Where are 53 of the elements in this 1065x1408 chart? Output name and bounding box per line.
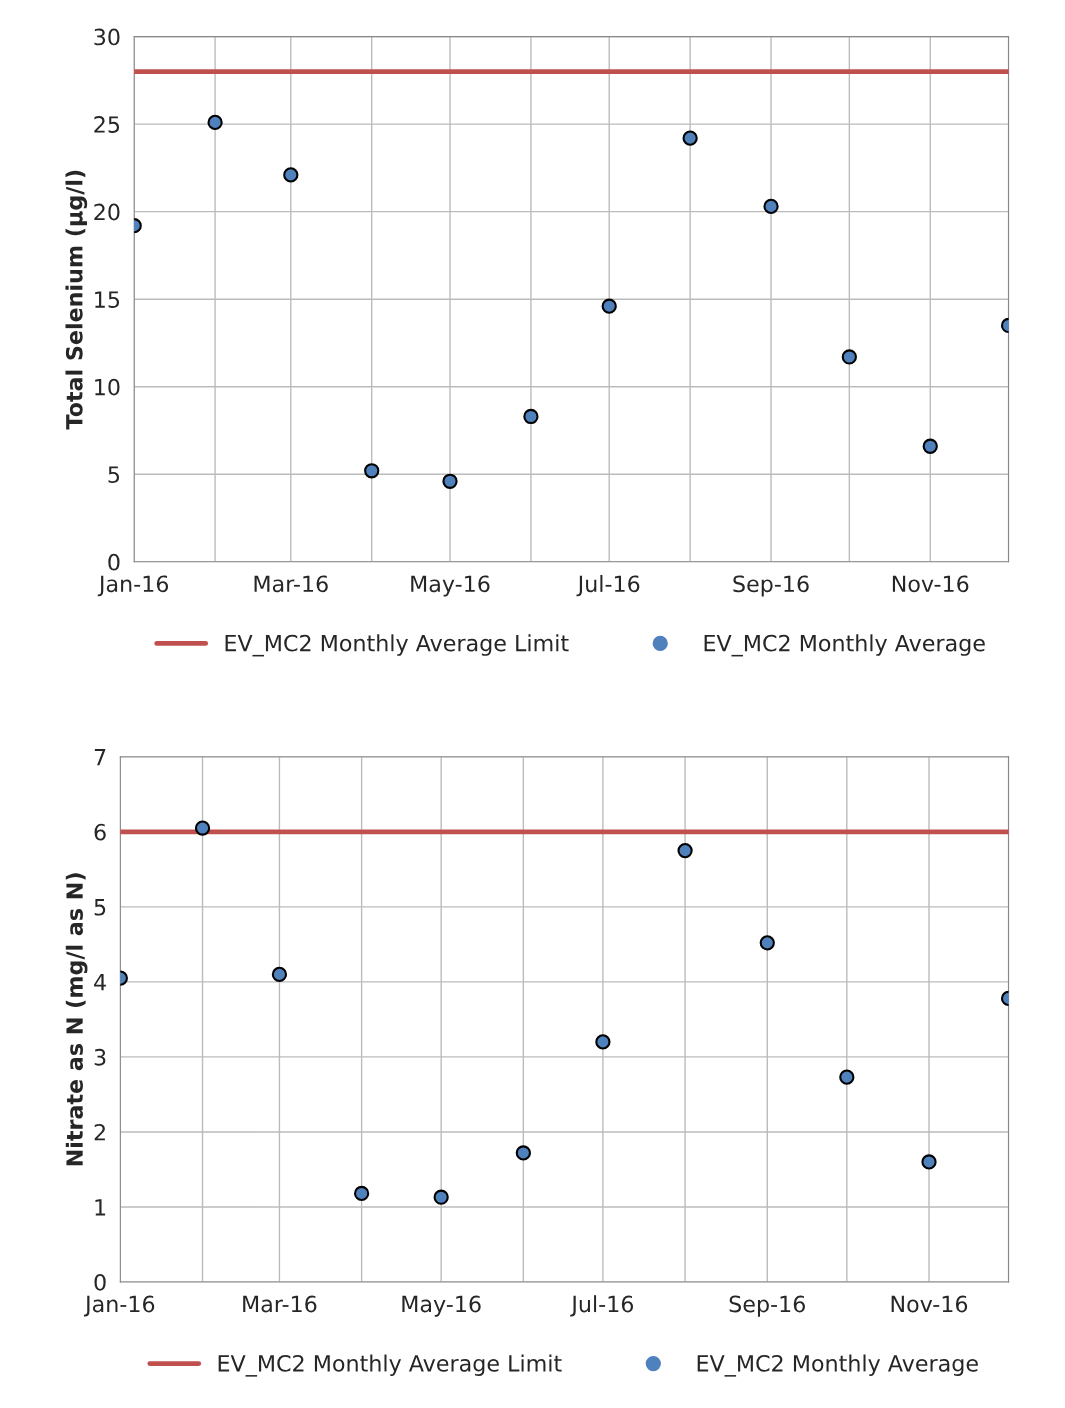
- y-tick-label: 25: [94, 116, 120, 133]
- y-axis-title: Nitrate as N (mg/l as N): [65, 873, 88, 1166]
- x-tick-label: Nov-16: [891, 1295, 968, 1313]
- point: [682, 130, 698, 146]
- legend-label: EV_MC2 Monthly Average Limit: [218, 1354, 562, 1377]
- x-tick-label: Jul-16: [576, 574, 640, 597]
- point: [194, 820, 211, 836]
- point: [433, 1189, 449, 1205]
- point: [677, 842, 693, 859]
- x-tick-label: Jan-16: [83, 1295, 155, 1317]
- y-tick-label: 20: [94, 203, 120, 221]
- y-tick-label: 3: [94, 1048, 106, 1066]
- y-tick-label: 10: [95, 378, 120, 396]
- y-tick-label: 7: [94, 749, 106, 766]
- y-tick-label: 1: [95, 1199, 106, 1216]
- y-tick-label: 6: [94, 823, 106, 841]
- x-tick-label: May-16: [411, 575, 490, 597]
- y-tick-label: 15: [95, 291, 120, 308]
- x-tick-label: Jan-16: [97, 575, 169, 597]
- point: [271, 966, 288, 982]
- x-tick-label: May-16: [402, 1295, 481, 1317]
- x-tick-label: Jul-16: [570, 1295, 634, 1317]
- point: [922, 438, 938, 454]
- point: [841, 349, 857, 365]
- legend-label: EV_MC2 Monthly Average: [697, 1354, 978, 1377]
- point: [515, 1145, 531, 1161]
- y-tick-label: 2: [94, 1123, 105, 1141]
- y-axis-title: Total Selenium (µg/l): [65, 170, 88, 430]
- y-tick-label: 30: [94, 28, 120, 46]
- x-tick-label: Sep-16: [729, 1295, 805, 1317]
- point: [523, 408, 539, 425]
- x-tick-label: Sep-16: [733, 575, 809, 597]
- point: [595, 1034, 611, 1050]
- point: [921, 1154, 937, 1170]
- point: [283, 167, 299, 183]
- point: [364, 463, 380, 479]
- x-tick-label: Nov-16: [892, 575, 969, 593]
- y-tick-label: 0: [94, 1273, 106, 1291]
- point: [442, 473, 458, 489]
- x-tick-label: Mar-16: [243, 1295, 317, 1313]
- point: [839, 1069, 855, 1085]
- y-tick-label: 4: [94, 974, 106, 991]
- point: [601, 298, 617, 314]
- point: [353, 1185, 370, 1202]
- legend-label: EV_MC2 Monthly Average Limit: [225, 634, 569, 657]
- y-tick-label: 5: [94, 899, 106, 916]
- point: [763, 198, 779, 215]
- point: [207, 114, 223, 131]
- y-tick-label: 5: [108, 466, 120, 484]
- x-tick-label: Mar-16: [254, 575, 328, 593]
- point: [759, 935, 775, 951]
- legend-label: EV_MC2 Monthly Average: [704, 634, 985, 657]
- y-tick-label: 0: [108, 553, 120, 571]
